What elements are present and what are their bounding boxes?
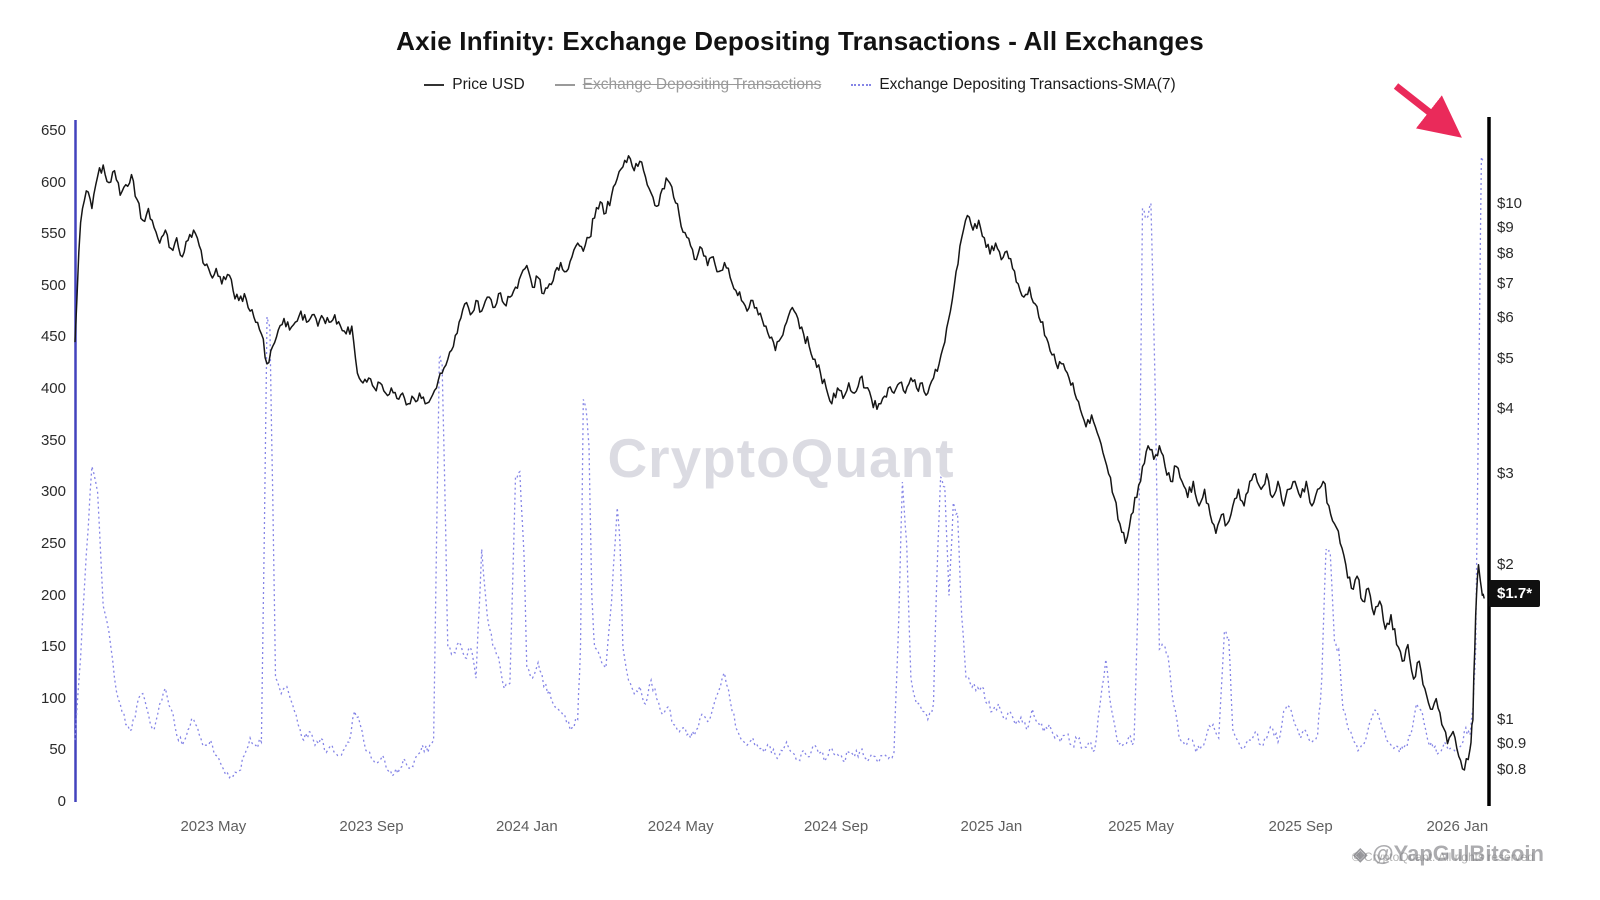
sma-line-swatch-icon xyxy=(851,84,872,86)
y-left-tick-label: 650 xyxy=(40,122,66,139)
legend-label: Exchange Depositing Transactions-SMA(7) xyxy=(879,76,1176,93)
x-axis-tick-label: 2024 Jan xyxy=(495,818,558,835)
spike-annotation-arrow xyxy=(1393,83,1462,138)
y-right-tick-label: $1 xyxy=(1497,711,1514,728)
copyright-text: © CryptoQuant. All rights reserved xyxy=(1351,850,1534,864)
y-left-tick-label: 50 xyxy=(49,741,66,759)
y-left-tick-label: 100 xyxy=(40,689,66,707)
page-title: Axie Infinity: Exchange Depositing Trans… xyxy=(396,26,1204,56)
x-axis-tick-label: 2024 Sep xyxy=(803,818,869,835)
y-right-tick-label: $0.8 xyxy=(1497,761,1527,778)
y-right-tick-label: $5 xyxy=(1497,350,1514,368)
twitter-handle-watermark: ◈ @YapGulBitcoin xyxy=(1353,841,1544,867)
y-left-tick-label: 450 xyxy=(40,328,66,346)
y-left-tick-label: 400 xyxy=(40,380,66,398)
y-right-tick-label: $6 xyxy=(1497,309,1514,327)
x-axis-tick-label: 2025 Sep xyxy=(1268,818,1333,835)
plot-area xyxy=(74,155,1485,779)
y-right-tick-label: $9 xyxy=(1497,218,1514,236)
y-right-tick-label: $7 xyxy=(1497,274,1514,292)
x-axis-tick-label: 2023 May xyxy=(180,818,247,835)
diamond-logo-icon: ◈ xyxy=(1353,843,1368,864)
x-axis-tick-label: 2026 Jan xyxy=(1426,818,1489,835)
y-left-tick-label: 550 xyxy=(40,225,66,243)
x-axis-tick-label: 2025 May xyxy=(1108,818,1174,835)
y-right-tick-label: $10 xyxy=(1497,195,1523,212)
legend-item-exchange-depositing-transactions[interactable]: Exchange Depositing Transactions xyxy=(554,76,822,94)
y-right-tick-label: $0.9 xyxy=(1497,734,1527,752)
y-left-tick-label: 350 xyxy=(40,431,66,449)
legend-item-transactions-sma7[interactable]: Exchange Depositing Transactions-SMA(7) xyxy=(851,76,1176,94)
price-line xyxy=(74,155,1485,771)
y-left-tick-label: 150 xyxy=(40,638,66,656)
transactions-line-swatch-icon xyxy=(554,84,575,86)
x-axis-tick-label: 2025 Jan xyxy=(960,818,1023,835)
legend-item-price-usd[interactable]: Price USD xyxy=(424,76,525,94)
price-line-swatch-icon xyxy=(424,84,445,86)
y-right-tick-label: $4 xyxy=(1497,400,1514,418)
y-left-tick-label: 250 xyxy=(40,534,66,552)
handle-text: @YapGulBitcoin xyxy=(1372,841,1544,866)
legend-label: Price USD xyxy=(452,76,525,93)
sma-line xyxy=(74,156,1485,779)
legend-label: Exchange Depositing Transactions xyxy=(582,76,822,93)
y-left-tick-label: 600 xyxy=(40,173,66,191)
y-left-tick-label: 500 xyxy=(40,276,66,294)
y-left-tick-label: 200 xyxy=(40,586,66,604)
y-right-tick-label: $2 xyxy=(1497,555,1514,573)
last-price-badge: $1.7* xyxy=(1489,580,1541,607)
x-axis-tick-label: 2024 May xyxy=(647,818,714,835)
y-left-tick-label: 300 xyxy=(40,483,66,501)
x-axis-tick-label: 2023 Sep xyxy=(339,818,404,835)
y-left-tick-label: 0 xyxy=(57,793,66,810)
y-right-tick-label: $3 xyxy=(1497,464,1514,482)
chart-legend: Price USD Exchange Depositing Transactio… xyxy=(0,76,1600,94)
y-right-tick-label: $8 xyxy=(1497,245,1514,262)
